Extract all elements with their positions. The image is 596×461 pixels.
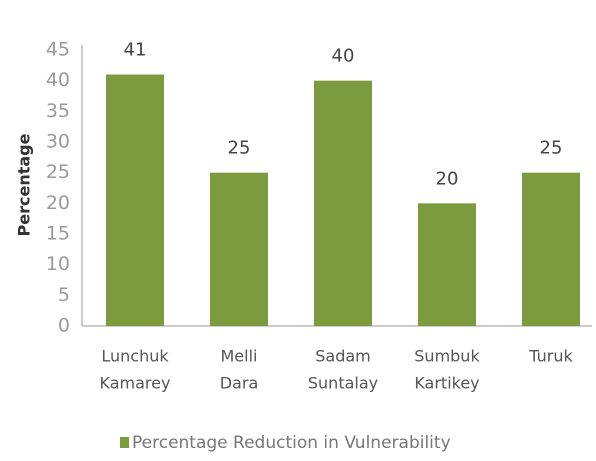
legend-swatch (120, 437, 129, 448)
bar (106, 74, 164, 327)
y-tick-label: 25 (46, 161, 70, 183)
y-tick-label: 40 (46, 69, 70, 91)
y-axis-label: Percentage (15, 133, 34, 236)
data-label: 25 (540, 138, 563, 159)
y-tick-label: 5 (58, 284, 70, 306)
x-tick-label: Lunchuk (101, 347, 169, 366)
data-label: 25 (228, 138, 251, 159)
data-label: 20 (436, 168, 459, 189)
x-tick-label: Sumbuk (414, 347, 480, 366)
y-tick-label: 30 (46, 131, 70, 153)
x-tick-label: Kamarey (100, 374, 171, 393)
y-tick-label: 45 (46, 39, 70, 61)
legend-label: Percentage Reduction in Vulnerability (132, 433, 451, 453)
y-tick-label: 10 (46, 253, 70, 275)
data-label: 40 (332, 46, 355, 67)
x-tick-label: Dara (220, 374, 259, 393)
x-tick-label: Turuk (528, 347, 573, 366)
data-label: 41 (124, 40, 147, 61)
x-tick-label: Kartikey (414, 374, 479, 393)
y-tick-label: 15 (46, 223, 70, 245)
y-tick-label: 0 (58, 315, 70, 337)
y-tick-label: 20 (46, 192, 70, 214)
bar (418, 203, 476, 326)
y-tick-label: 35 (46, 100, 70, 122)
x-tick-label: Sadam (315, 347, 371, 366)
x-tick-label: Suntalay (308, 374, 378, 393)
bar (522, 172, 580, 326)
bar (210, 172, 268, 326)
x-tick-label: Melli (221, 347, 258, 366)
bar (314, 80, 372, 327)
